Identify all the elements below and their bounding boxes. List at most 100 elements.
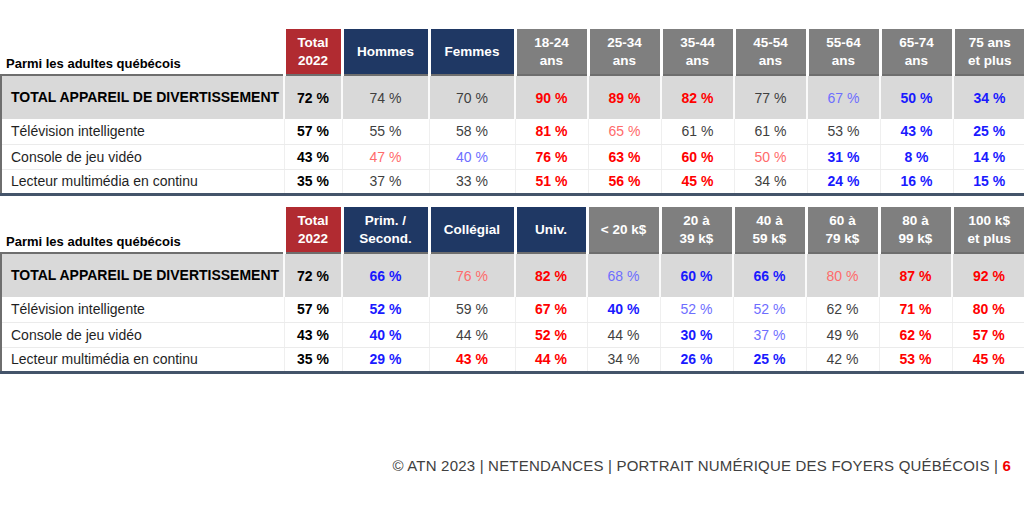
value-cell: 14 % — [953, 144, 1024, 169]
table-caption: Parmi les adultes québécois — [1, 29, 284, 75]
value-cell: 26 % — [660, 347, 733, 372]
value-cell: 61 % — [734, 119, 807, 144]
report-page: Parmi les adultes québécoisTotal 2022Hom… — [0, 0, 1024, 523]
value-cell: 8 % — [880, 144, 953, 169]
column-header: 65-74 ans — [880, 29, 953, 75]
value-cell: 31 % — [807, 144, 880, 169]
value-cell: 52 % — [515, 322, 587, 347]
row-label: Console de jeu vidéo — [1, 144, 284, 169]
column-header: Total 2022 — [284, 29, 342, 75]
value-cell: 62 % — [806, 297, 879, 322]
table-row: Console de jeu vidéo43 %47 %40 %76 %63 %… — [1, 144, 1024, 169]
value-cell: 56 % — [588, 169, 661, 194]
table-row: Console de jeu vidéo43 %40 %44 %52 %44 %… — [1, 322, 1024, 347]
value-cell: 45 % — [661, 169, 734, 194]
row-label: TOTAL APPAREIL DE DIVERTISSEMENT — [1, 253, 284, 297]
value-cell: 25 % — [733, 347, 806, 372]
value-cell: 34 % — [953, 75, 1024, 119]
value-cell: 24 % — [807, 169, 880, 194]
row-label: Lecteur multimédia en continu — [1, 169, 284, 194]
column-header: < 20 k$ — [587, 207, 660, 253]
column-header: 25-34 ans — [588, 29, 661, 75]
footer-page-number: 6 — [1002, 457, 1011, 474]
value-cell: 43 % — [284, 322, 342, 347]
column-header: Univ. — [515, 207, 587, 253]
value-cell: 82 % — [661, 75, 734, 119]
value-cell: 44 % — [515, 347, 587, 372]
value-cell: 62 % — [879, 322, 952, 347]
value-cell: 58 % — [429, 119, 515, 144]
value-cell: 57 % — [952, 322, 1024, 347]
column-header: Total 2022 — [284, 207, 342, 253]
value-cell: 90 % — [515, 75, 588, 119]
value-cell: 40 % — [342, 322, 429, 347]
value-cell: 52 % — [660, 297, 733, 322]
value-cell: 29 % — [342, 347, 429, 372]
column-header: Hommes — [342, 29, 429, 75]
value-cell: 76 % — [515, 144, 588, 169]
value-cell: 67 % — [807, 75, 880, 119]
value-cell: 63 % — [588, 144, 661, 169]
value-cell: 77 % — [734, 75, 807, 119]
value-cell: 71 % — [879, 297, 952, 322]
table-row: Lecteur multimédia en continu35 %29 %43 … — [1, 347, 1024, 372]
table-row: Télévision intelligente57 %55 %58 %81 %6… — [1, 119, 1024, 144]
value-cell: 37 % — [733, 322, 806, 347]
column-header: 35-44 ans — [661, 29, 734, 75]
value-cell: 37 % — [342, 169, 429, 194]
value-cell: 40 % — [587, 297, 660, 322]
value-cell: 35 % — [284, 169, 342, 194]
value-cell: 57 % — [284, 297, 342, 322]
value-cell: 70 % — [429, 75, 515, 119]
value-cell: 67 % — [515, 297, 587, 322]
value-cell: 50 % — [734, 144, 807, 169]
row-label: Télévision intelligente — [1, 119, 284, 144]
table-row: TOTAL APPAREIL DE DIVERTISSEMENT72 %66 %… — [1, 253, 1024, 297]
footer-text: © ATN 2023 | NETENDANCES | PORTRAIT NUMÉ… — [392, 457, 1002, 474]
value-cell: 43 % — [284, 144, 342, 169]
value-cell: 60 % — [661, 144, 734, 169]
value-cell: 60 % — [660, 253, 733, 297]
value-cell: 80 % — [952, 297, 1024, 322]
value-cell: 61 % — [661, 119, 734, 144]
column-header: 100 k$ et plus — [952, 207, 1024, 253]
value-cell: 34 % — [734, 169, 807, 194]
column-header: 55-64 ans — [807, 29, 880, 75]
value-cell: 53 % — [807, 119, 880, 144]
row-label: TOTAL APPAREIL DE DIVERTISSEMENT — [1, 75, 284, 119]
column-header: Collégial — [429, 207, 515, 253]
value-cell: 52 % — [342, 297, 429, 322]
column-header: 40 à 59 k$ — [733, 207, 806, 253]
value-cell: 15 % — [953, 169, 1024, 194]
value-cell: 66 % — [733, 253, 806, 297]
value-cell: 92 % — [952, 253, 1024, 297]
value-cell: 52 % — [733, 297, 806, 322]
value-cell: 50 % — [880, 75, 953, 119]
value-cell: 44 % — [587, 322, 660, 347]
value-cell: 82 % — [515, 253, 587, 297]
value-cell: 44 % — [429, 322, 515, 347]
footer: © ATN 2023 | NETENDANCES | PORTRAIT NUMÉ… — [392, 457, 1011, 474]
value-cell: 66 % — [342, 253, 429, 297]
value-cell: 45 % — [952, 347, 1024, 372]
value-cell: 25 % — [953, 119, 1024, 144]
value-cell: 72 % — [284, 253, 342, 297]
value-cell: 72 % — [284, 75, 342, 119]
value-cell: 51 % — [515, 169, 588, 194]
value-cell: 59 % — [429, 297, 515, 322]
column-header: 60 à 79 k$ — [806, 207, 879, 253]
value-cell: 40 % — [429, 144, 515, 169]
value-cell: 43 % — [429, 347, 515, 372]
value-cell: 74 % — [342, 75, 429, 119]
device-by-gender-age-table: Parmi les adultes québécoisTotal 2022Hom… — [0, 29, 1024, 196]
value-cell: 55 % — [342, 119, 429, 144]
row-label: Lecteur multimédia en continu — [1, 347, 284, 372]
value-cell: 16 % — [880, 169, 953, 194]
value-cell: 34 % — [587, 347, 660, 372]
value-cell: 43 % — [880, 119, 953, 144]
value-cell: 87 % — [879, 253, 952, 297]
value-cell: 47 % — [342, 144, 429, 169]
value-cell: 35 % — [284, 347, 342, 372]
row-label: Console de jeu vidéo — [1, 322, 284, 347]
column-header: 18-24 ans — [515, 29, 588, 75]
